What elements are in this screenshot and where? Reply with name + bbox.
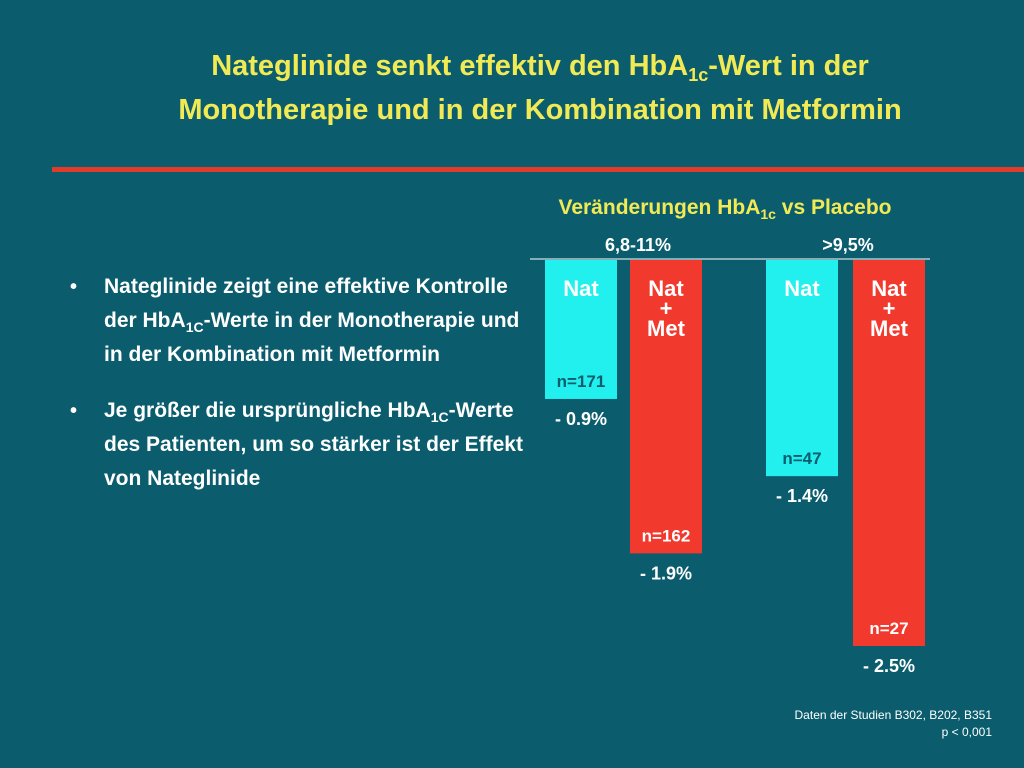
- bar-value-label: - 1.9%: [640, 563, 692, 583]
- bullet-item: • Nateglinide zeigt eine effektive Kontr…: [64, 270, 534, 372]
- bullet-dot-icon: •: [70, 276, 78, 298]
- bar-label: Nat: [563, 276, 599, 301]
- source-note: Daten der Studien B302, B202, B351 p < 0…: [795, 707, 992, 741]
- bullet-item: • Je größer die ursprüngliche HbA1C-Wert…: [64, 394, 534, 496]
- source-line2: p < 0,001: [941, 725, 992, 739]
- title-part2: -Wert in der: [708, 50, 869, 82]
- group-label: >9,5%: [822, 235, 874, 255]
- bullet-subscript: 1C: [430, 409, 449, 425]
- bullet-text-b: -Werte des Patienten, um so stärker ist …: [104, 399, 523, 490]
- bar-value-label: - 2.5%: [863, 656, 915, 676]
- bullet-subscript: 1C: [185, 319, 204, 335]
- slide-title: Nateglinide senkt effektiv den HbA1c-Wer…: [60, 44, 1020, 132]
- bar-n-label: n=27: [869, 619, 908, 638]
- bar-value-label: - 0.9%: [555, 409, 607, 429]
- chart-title-subscript: 1c: [760, 206, 776, 222]
- bar: [545, 260, 617, 399]
- bar-label: Nat: [871, 276, 907, 301]
- bar-label: Met: [870, 316, 909, 341]
- bar-label: Nat: [648, 276, 684, 301]
- title-part1: Nateglinide senkt effektiv den HbA: [211, 50, 689, 82]
- bar: [630, 260, 702, 554]
- bar-n-label: n=47: [782, 449, 821, 468]
- bar-label: Nat: [784, 276, 820, 301]
- bar-n-label: n=162: [642, 526, 691, 545]
- bar-n-label: n=171: [557, 372, 606, 391]
- group-label: 6,8-11%: [605, 235, 671, 255]
- bar-label: +: [660, 296, 673, 321]
- bar-value-label: - 1.4%: [776, 486, 828, 506]
- bullet-text-b: -Werte in der Monotherapie und in der Ko…: [104, 309, 520, 366]
- bullet-text-a: Je größer die ursprüngliche HbA: [104, 399, 431, 422]
- bar-label: +: [883, 296, 896, 321]
- chart-title-part1: Veränderungen HbA: [558, 196, 761, 219]
- chart-title-part2: vs Placebo: [775, 196, 892, 219]
- source-line1: Daten der Studien B302, B202, B351: [794, 708, 992, 722]
- bar-label: Met: [647, 316, 686, 341]
- bar: [853, 260, 925, 646]
- title-divider: [52, 167, 1024, 172]
- bullet-text-a: Nateglinide zeigt eine effektive Kontrol…: [104, 275, 508, 332]
- title-subscript: 1c: [688, 65, 709, 85]
- bar: [766, 260, 838, 477]
- bullet-dot-icon: •: [70, 400, 78, 422]
- title-line2: Monotherapie und in der Kombination mit …: [178, 94, 902, 126]
- chart-title: Veränderungen HbA1c vs Placebo: [505, 196, 945, 222]
- bullet-list: • Nateglinide zeigt eine effektive Kontr…: [64, 270, 534, 518]
